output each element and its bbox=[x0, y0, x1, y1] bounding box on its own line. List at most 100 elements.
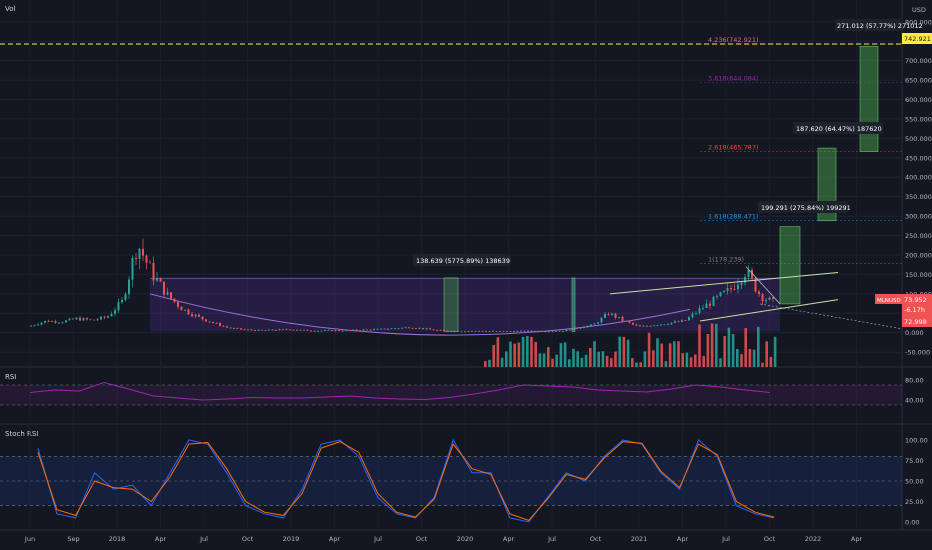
candle-body bbox=[481, 331, 484, 333]
current-price-text: 73.952 bbox=[904, 296, 927, 304]
candle-body bbox=[320, 330, 323, 332]
candle-body bbox=[639, 325, 641, 327]
candle-body bbox=[362, 329, 365, 331]
measure-box bbox=[779, 226, 801, 305]
candle-body bbox=[310, 330, 312, 332]
volume-bar bbox=[580, 357, 584, 367]
candle-body bbox=[656, 325, 659, 326]
candle-body bbox=[709, 303, 711, 306]
volume-bar bbox=[551, 358, 554, 367]
measure-label-4: 271.012 (57.77%) 271012 bbox=[835, 19, 923, 31]
candle-body bbox=[663, 324, 666, 326]
measure-box bbox=[571, 277, 576, 332]
volume-bar bbox=[727, 327, 731, 367]
candle-body bbox=[40, 322, 43, 325]
candle-body bbox=[429, 328, 431, 330]
candle-body bbox=[215, 322, 218, 324]
fib-level-label: 1(178.239) bbox=[708, 255, 744, 263]
volume-bar bbox=[538, 353, 542, 367]
volume-bar bbox=[488, 359, 491, 367]
measure-box bbox=[859, 45, 879, 152]
candle-body bbox=[516, 331, 519, 332]
candle-body bbox=[271, 329, 274, 331]
rsi-band bbox=[0, 385, 902, 405]
candle-body bbox=[551, 331, 554, 332]
candle-body bbox=[740, 282, 743, 285]
candle-body bbox=[607, 314, 610, 315]
target-price-badge: 742.921 bbox=[902, 33, 932, 44]
volume-bar bbox=[534, 341, 537, 367]
price-tick-label: 0.000 bbox=[905, 329, 924, 337]
candle-body bbox=[635, 324, 638, 326]
volume-bar bbox=[698, 324, 701, 367]
candle-body bbox=[331, 330, 333, 332]
candle-body bbox=[191, 314, 193, 317]
candle-body bbox=[660, 324, 662, 326]
candle-body bbox=[30, 325, 32, 327]
volume-bar bbox=[576, 351, 579, 367]
volume-bar bbox=[530, 336, 533, 367]
candle-body bbox=[58, 322, 60, 324]
candle-body bbox=[355, 329, 358, 331]
candle-body bbox=[464, 331, 466, 333]
time-tick-label: Apr bbox=[503, 535, 515, 543]
volume-bar bbox=[689, 357, 693, 367]
measure-text-4: 271.012 (57.77%) 271012 bbox=[837, 22, 923, 30]
rsi-pane-title: RSI bbox=[5, 373, 16, 381]
candle-body bbox=[667, 324, 669, 325]
measure-box bbox=[443, 277, 459, 332]
candle-body bbox=[712, 296, 715, 306]
candle-body bbox=[611, 313, 613, 315]
volume-bar bbox=[752, 349, 756, 367]
time-tick-label: Jul bbox=[547, 535, 556, 543]
candle-body bbox=[565, 329, 568, 332]
candle-body bbox=[418, 328, 421, 329]
volume-bar bbox=[715, 323, 718, 367]
candle-body bbox=[159, 278, 162, 282]
candle-body bbox=[380, 328, 382, 330]
time-tick-label: 2021 bbox=[631, 535, 648, 543]
volume-bar bbox=[610, 358, 613, 367]
candle-body bbox=[100, 316, 102, 320]
volume-bar bbox=[769, 357, 773, 367]
candle-body bbox=[264, 330, 267, 331]
candle-body bbox=[89, 319, 92, 321]
candle-body bbox=[292, 329, 295, 331]
candle-body bbox=[520, 330, 522, 332]
time-tick-label: 2019 bbox=[283, 535, 300, 543]
candle-body bbox=[495, 331, 498, 332]
candle-body bbox=[649, 325, 652, 327]
candle-body bbox=[93, 319, 95, 321]
candle-body bbox=[691, 313, 694, 318]
volume-bar bbox=[677, 341, 680, 367]
candle-body bbox=[460, 331, 463, 333]
low-price-text: 72.998 bbox=[904, 318, 927, 326]
volume-bar bbox=[492, 345, 495, 367]
candle-body bbox=[96, 319, 99, 321]
candle-body bbox=[61, 322, 64, 324]
candle-body bbox=[397, 328, 400, 330]
time-tick-label: Oct bbox=[764, 535, 776, 543]
candle-body bbox=[44, 320, 46, 323]
candle-body bbox=[527, 330, 529, 332]
candle-body bbox=[768, 297, 771, 300]
volume-bars bbox=[484, 323, 777, 367]
time-tick-label: Jul bbox=[373, 535, 382, 543]
trend-channel bbox=[609, 266, 903, 330]
time-tick-label: Apr bbox=[851, 535, 863, 543]
candle-body bbox=[688, 317, 690, 321]
candle-body bbox=[282, 329, 284, 330]
time-tick-label: Oct bbox=[590, 535, 602, 543]
candle-body bbox=[488, 331, 491, 333]
fib-level-label: 3.618(644.084) bbox=[708, 74, 759, 82]
candle-body bbox=[408, 327, 410, 329]
time-tick-label: Apr bbox=[155, 535, 167, 543]
candle-body bbox=[425, 328, 428, 330]
volume-bar bbox=[589, 347, 592, 367]
candle-body bbox=[681, 320, 683, 322]
volume-bar bbox=[605, 355, 609, 367]
candle-body bbox=[138, 248, 141, 260]
volume-bar bbox=[635, 362, 638, 367]
price-tick-label: 450.000 bbox=[905, 154, 932, 162]
